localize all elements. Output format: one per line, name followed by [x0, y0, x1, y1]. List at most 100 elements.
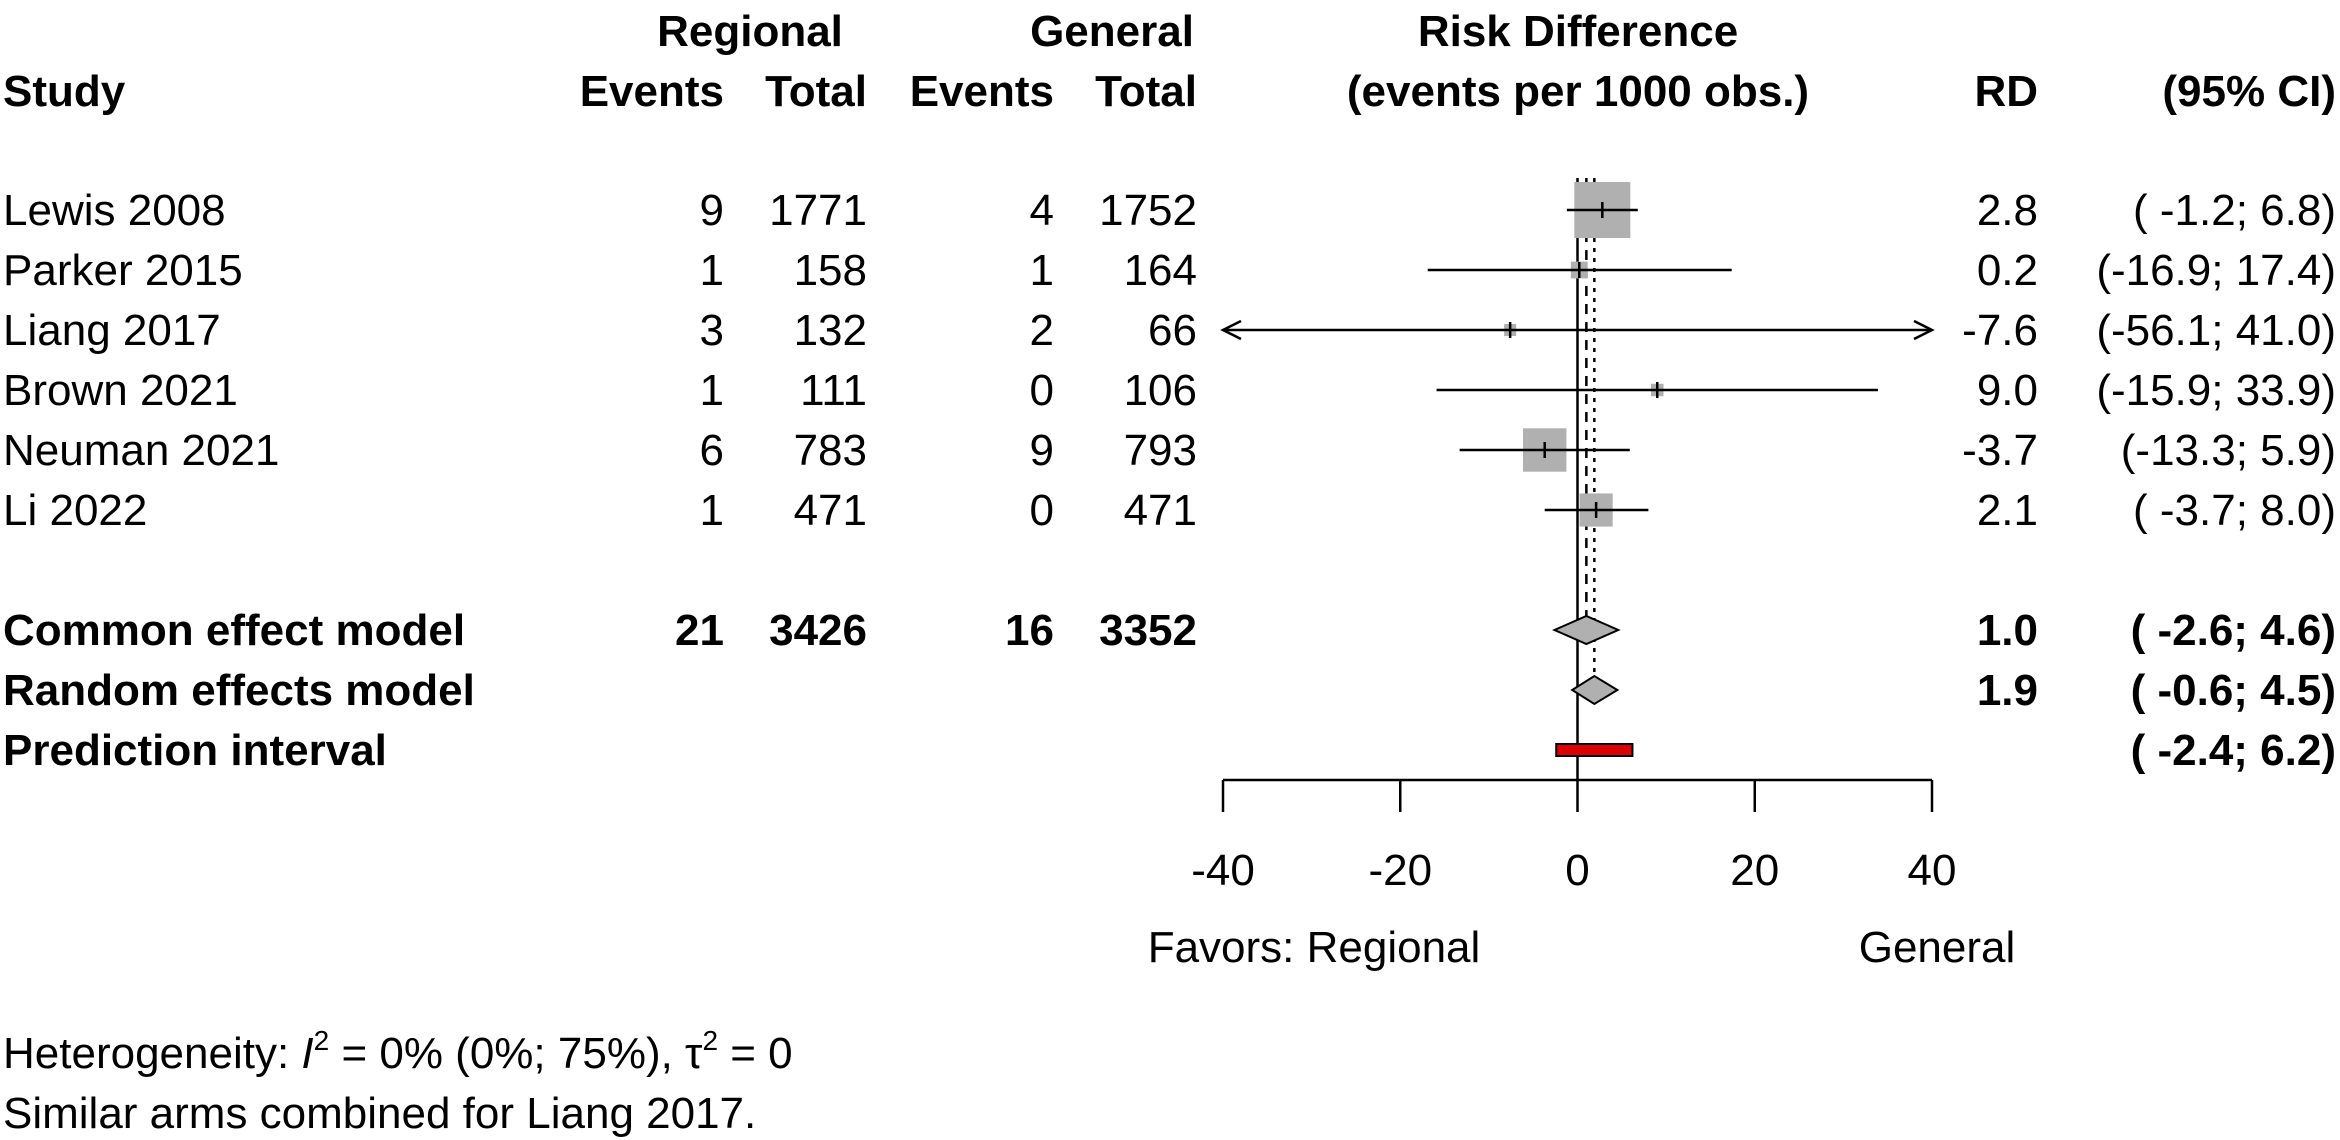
events1-value: 1	[700, 366, 724, 415]
study-column-header: Study	[3, 67, 126, 116]
common-effect-diamond	[1551, 614, 1621, 646]
header: Regional General Risk Difference Study E…	[3, 7, 2336, 116]
prediction-interval-bar	[1555, 743, 1634, 757]
common-effect-row: Common effect model 21 3426 16 3352 1.0 ( -2.6…	[3, 606, 2336, 655]
group2-header: General	[1030, 7, 1194, 56]
ci-value: ( -1.2; 6.8)	[2133, 186, 2336, 235]
study-name: Lewis 2008	[3, 186, 226, 235]
rd-value: -3.7	[1962, 426, 2038, 475]
footnote: Similar arms combined for Liang 2017.	[3, 1089, 756, 1138]
i2-value: = 0% (0%; 75%),	[329, 1029, 685, 1078]
tau-symbol: τ	[685, 1029, 703, 1078]
total1-value: 471	[794, 486, 867, 535]
study-row: Parker 2015 1 158 1 164 0.2 (-16.9; 17.4)	[3, 246, 2336, 295]
common-ci: ( -2.6; 4.6)	[2131, 606, 2336, 655]
i2-symbol: I	[301, 1029, 313, 1078]
events1-value: 1	[700, 246, 724, 295]
study-name: Neuman 2021	[3, 426, 279, 475]
study-name: Parker 2015	[3, 246, 243, 295]
prediction-ci: ( -2.4; 6.2)	[2131, 726, 2336, 775]
tau-superscript: 2	[702, 1025, 718, 1056]
random-effects-row: Random effects model 1.9 ( -0.6; 4.5)	[3, 666, 2336, 715]
study-row: Liang 2017 3 132 2 66 -7.6 (-56.1; 41.0)	[3, 306, 2336, 355]
common-effect-label: Common effect model	[3, 606, 465, 655]
rd-value: 9.0	[1977, 366, 2038, 415]
study-row: Brown 2021 1 111 0 106 9.0 (-15.9; 33.9)	[3, 366, 2336, 415]
i2-superscript: 2	[314, 1025, 330, 1056]
favors-right-label: General	[1859, 923, 2016, 972]
rd-value: -7.6	[1962, 306, 2038, 355]
common-events1: 21	[675, 606, 724, 655]
measure-header-line1: Risk Difference	[1418, 7, 1738, 56]
x-tick-label: 40	[1908, 846, 1957, 895]
total1-value: 783	[794, 426, 867, 475]
prediction-interval-row: Prediction interval ( -2.4; 6.2)	[3, 726, 2336, 775]
favors-left-label: Favors: Regional	[1148, 923, 1481, 972]
total2-value: 106	[1124, 366, 1197, 415]
total2-value: 66	[1148, 306, 1197, 355]
rd-column-header: RD	[1974, 67, 2038, 116]
total2-column-header: Total	[1095, 67, 1197, 116]
prediction-interval-label: Prediction interval	[3, 726, 387, 775]
events1-value: 1	[700, 486, 724, 535]
total1-value: 1771	[769, 186, 867, 235]
rd-value: 2.8	[1977, 186, 2038, 235]
ci-value: (-15.9; 33.9)	[2096, 366, 2336, 415]
heterogeneity-text: Heterogeneity: I2 = 0% (0%; 75%), τ2 = 0	[3, 1025, 793, 1078]
ci-value: (-13.3; 5.9)	[2121, 426, 2336, 475]
total1-value: 111	[800, 366, 867, 415]
total1-value: 132	[794, 306, 867, 355]
events2-value: 4	[1030, 186, 1054, 235]
random-ci: ( -0.6; 4.5)	[2131, 666, 2336, 715]
heterogeneity-prefix: Heterogeneity:	[3, 1029, 301, 1078]
events2-column-header: Events	[910, 67, 1054, 116]
common-events2: 16	[1005, 606, 1054, 655]
events1-value: 9	[700, 186, 724, 235]
random-rd: 1.9	[1977, 666, 2038, 715]
study-name: Li 2022	[3, 486, 147, 535]
plot-marks	[1220, 178, 1935, 780]
random-effects-label: Random effects model	[3, 666, 475, 715]
events2-value: 1	[1030, 246, 1054, 295]
total2-value: 1752	[1099, 186, 1197, 235]
events2-value: 0	[1030, 366, 1054, 415]
ci-left-arrow	[1220, 319, 1242, 341]
ci-value: ( -3.7; 8.0)	[2133, 486, 2336, 535]
total1-value: 158	[794, 246, 867, 295]
ci-column-header: (95% CI)	[2162, 67, 2336, 116]
events2-value: 9	[1030, 426, 1054, 475]
x-tick-label: 0	[1565, 846, 1589, 895]
ci-value: (-16.9; 17.4)	[2096, 246, 2336, 295]
rd-value: 0.2	[1977, 246, 2038, 295]
events2-value: 0	[1030, 486, 1054, 535]
summary-rows: Common effect model 21 3426 16 3352 1.0 ( -2.6…	[3, 606, 2336, 775]
events2-value: 2	[1030, 306, 1054, 355]
study-row: Lewis 2008 9 1771 4 1752 2.8 ( -1.2; 6.8)	[3, 186, 2336, 235]
study-name: Brown 2021	[3, 366, 238, 415]
study-row: Neuman 2021 6 783 9 793 -3.7 (-13.3; 5.9)	[3, 426, 2336, 475]
x-tick-label: 20	[1730, 846, 1779, 895]
common-rd: 1.0	[1977, 606, 2038, 655]
study-rows: Lewis 2008 9 1771 4 1752 2.8 ( -1.2; 6.8) Parke…	[3, 186, 2336, 535]
total2-value: 164	[1124, 246, 1197, 295]
events1-value: 3	[700, 306, 724, 355]
x-axis: -40 -20 0 20 40	[1191, 778, 1957, 895]
measure-header-line2: (events per 1000 obs.)	[1347, 67, 1809, 116]
ci-right-arrow	[1913, 319, 1935, 341]
common-total2: 3352	[1099, 606, 1197, 655]
group1-header: Regional	[657, 7, 843, 56]
common-total1: 3426	[769, 606, 867, 655]
random-effects-diamond	[1570, 674, 1620, 706]
total2-value: 793	[1124, 426, 1197, 475]
ci-value: (-56.1; 41.0)	[2096, 306, 2336, 355]
study-name: Liang 2017	[3, 306, 221, 355]
events1-value: 6	[700, 426, 724, 475]
total1-column-header: Total	[765, 67, 867, 116]
events1-column-header: Events	[580, 67, 724, 116]
x-tick-label: -20	[1368, 846, 1432, 895]
rd-value: 2.1	[1977, 486, 2038, 535]
tau-value: = 0	[718, 1029, 793, 1078]
total2-value: 471	[1124, 486, 1197, 535]
x-tick-label: -40	[1191, 846, 1255, 895]
